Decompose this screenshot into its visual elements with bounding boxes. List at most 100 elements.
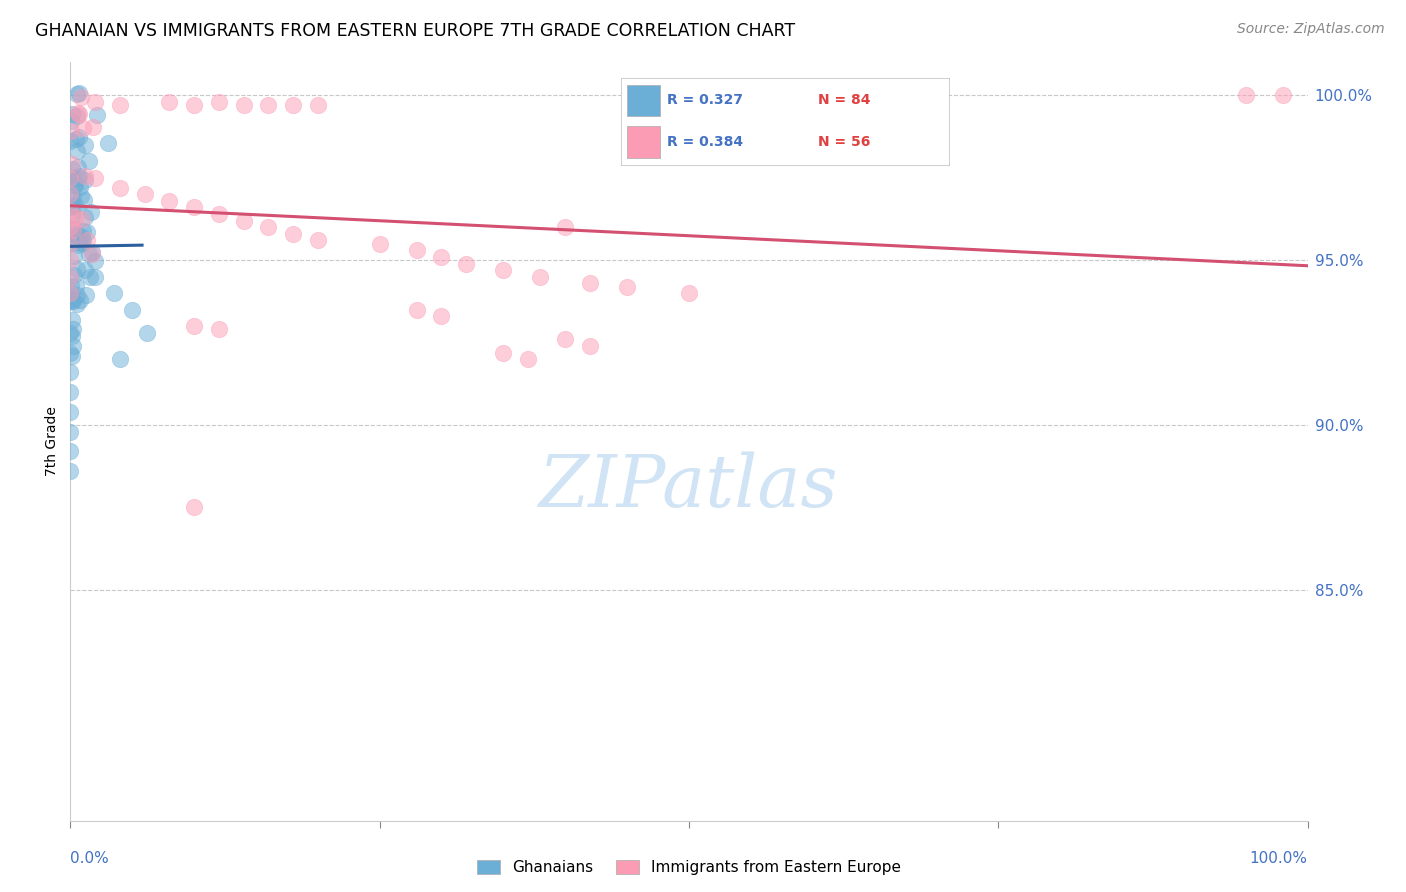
Point — [430, 310, 453, 324]
Point — [60, 329, 83, 343]
Point — [529, 269, 551, 284]
Point — [65, 198, 87, 212]
Point — [368, 236, 391, 251]
Point — [157, 194, 180, 208]
Point — [80, 244, 103, 259]
Point — [66, 106, 89, 120]
Point — [59, 236, 82, 251]
Point — [62, 157, 84, 171]
Point — [208, 95, 231, 109]
Point — [75, 287, 97, 301]
Point — [1234, 88, 1257, 103]
Point — [60, 292, 83, 306]
Point — [232, 213, 254, 227]
Point — [59, 203, 82, 218]
Point — [67, 130, 90, 145]
Point — [70, 90, 93, 104]
Y-axis label: 7th Grade: 7th Grade — [45, 407, 59, 476]
Point — [59, 444, 82, 458]
Point — [60, 278, 83, 293]
Point — [70, 189, 93, 203]
Point — [492, 345, 515, 359]
Point — [59, 385, 82, 400]
Point — [77, 153, 100, 168]
Point — [59, 200, 82, 214]
Point — [579, 339, 602, 353]
Point — [257, 98, 280, 112]
Point — [59, 292, 82, 306]
Point — [59, 124, 82, 138]
Point — [79, 270, 101, 285]
Point — [72, 121, 94, 136]
Point — [60, 107, 83, 121]
Point — [183, 319, 205, 334]
Point — [616, 279, 638, 293]
Point — [59, 187, 82, 202]
Point — [59, 269, 82, 284]
Point — [307, 98, 329, 112]
Point — [65, 178, 87, 192]
Point — [63, 249, 86, 263]
Point — [62, 293, 84, 308]
Point — [65, 132, 87, 146]
Point — [134, 187, 156, 202]
Point — [66, 87, 89, 101]
Point — [67, 235, 90, 250]
Point — [72, 229, 94, 244]
Point — [108, 98, 131, 112]
Point — [62, 175, 84, 189]
Point — [678, 286, 700, 301]
Text: Source: ZipAtlas.com: Source: ZipAtlas.com — [1237, 22, 1385, 37]
Point — [208, 207, 231, 221]
Point — [67, 87, 90, 101]
Point — [66, 262, 89, 277]
Point — [84, 254, 107, 268]
Point — [73, 211, 96, 225]
Point — [59, 220, 82, 235]
Point — [84, 170, 107, 185]
Point — [60, 226, 83, 240]
Point — [67, 169, 90, 183]
Point — [63, 178, 86, 193]
Point — [75, 173, 97, 187]
Point — [67, 238, 90, 252]
Point — [59, 286, 82, 301]
Point — [77, 246, 100, 260]
Point — [60, 312, 83, 326]
Point — [72, 224, 94, 238]
Point — [86, 108, 108, 122]
Point — [257, 220, 280, 235]
Point — [70, 236, 93, 251]
Text: 100.0%: 100.0% — [1250, 851, 1308, 866]
Point — [59, 345, 82, 359]
Point — [97, 136, 120, 151]
Point — [492, 263, 515, 277]
Point — [157, 95, 180, 109]
Point — [60, 208, 83, 222]
Point — [108, 180, 131, 194]
Point — [121, 302, 143, 317]
Point — [183, 201, 205, 215]
Point — [84, 95, 107, 109]
Point — [69, 179, 91, 194]
Legend: Ghanaians, Immigrants from Eastern Europe: Ghanaians, Immigrants from Eastern Europ… — [471, 854, 907, 881]
Point — [63, 222, 86, 236]
Point — [70, 212, 93, 227]
Text: 0.0%: 0.0% — [70, 851, 110, 866]
Point — [60, 114, 83, 128]
Point — [80, 205, 103, 219]
Point — [232, 98, 254, 112]
Point — [59, 464, 82, 478]
Point — [66, 144, 89, 158]
Point — [60, 349, 83, 363]
Point — [1271, 88, 1294, 103]
Point — [59, 285, 82, 299]
Point — [66, 297, 89, 311]
Point — [62, 222, 84, 236]
Point — [82, 247, 104, 261]
Point — [59, 134, 82, 148]
Point — [62, 170, 84, 185]
Point — [62, 232, 84, 246]
Point — [65, 288, 87, 302]
Point — [76, 225, 98, 239]
